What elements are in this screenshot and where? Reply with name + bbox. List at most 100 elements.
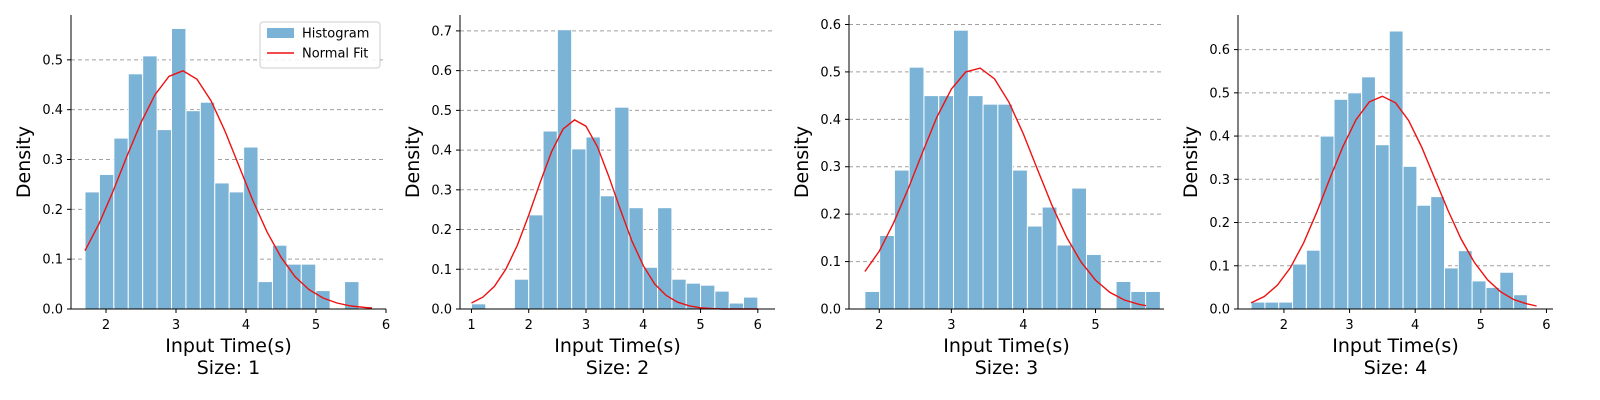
y-tick-label: 0.4: [42, 103, 63, 118]
y-tick-label: 0.0: [1209, 303, 1230, 318]
histogram-bar: [599, 195, 616, 310]
y-tick-label: 0.2: [431, 223, 452, 238]
x-axis-label: Input Time(s): [165, 335, 291, 357]
histogram-bar: [1457, 250, 1473, 310]
histogram-bar: [1374, 144, 1390, 310]
x-tick-label: 2: [1280, 318, 1288, 333]
normal-fit-line: [1250, 95, 1537, 307]
histogram-bar: [1305, 249, 1321, 310]
y-tick-label: 0.2: [42, 203, 63, 218]
panel-1: 0.0 0.1 0.2 0.3 0.4 0.5 2 3 4 5 6 Input Time(s)Size…: [13, 15, 390, 379]
y-axis-label: Density: [791, 126, 813, 198]
histogram-bar: [470, 303, 487, 310]
histogram-bar: [1471, 280, 1487, 310]
y-tick-label: 0.2: [1209, 216, 1230, 231]
legend-histogram-swatch: [267, 28, 294, 38]
histogram-bar: [1416, 204, 1432, 310]
y-tick-label: 0.4: [1209, 130, 1230, 145]
histogram-bar: [728, 302, 745, 310]
y-tick-label: 0.5: [42, 53, 63, 68]
histogram-bar: [923, 95, 940, 310]
histogram-bar: [1026, 225, 1043, 310]
y-tick-label: 0.2: [820, 208, 841, 223]
y-tick-label: 0.3: [42, 153, 63, 168]
x-tick-label: 4: [1019, 318, 1027, 333]
histogram-bar: [286, 263, 302, 310]
histogram-bar: [614, 106, 630, 310]
histogram-bar: [1347, 92, 1363, 310]
histogram-bar: [199, 101, 216, 310]
x-tick-label: 3: [1345, 318, 1353, 333]
x-axis-label: Input Time(s): [943, 335, 1069, 357]
x-tick-label: 4: [1411, 318, 1419, 333]
histogram-bar: [1250, 301, 1266, 310]
x-tick-label: 2: [102, 318, 110, 333]
y-tick-label: 0.1: [1209, 259, 1230, 274]
x-tick-label: 4: [242, 318, 250, 333]
y-tick-label: 0.6: [1209, 43, 1230, 58]
histogram-bar: [1145, 290, 1161, 310]
x-tick-label: 3: [947, 318, 955, 333]
histogram-bar: [743, 296, 759, 310]
y-tick-label: 0.5: [820, 65, 841, 80]
y-tick-label: 0.3: [1209, 173, 1230, 188]
x-tick-label: 5: [1091, 318, 1099, 333]
histogram-bar: [1499, 271, 1515, 310]
x-tick-label: 3: [582, 318, 590, 333]
histogram-bar: [127, 73, 144, 310]
histogram-bar: [1444, 267, 1459, 310]
legend-histogram-label: Histogram: [302, 27, 369, 42]
panel-title: Size: 2: [586, 357, 650, 379]
x-tick-label: 2: [525, 318, 533, 333]
histogram-bar: [1056, 244, 1073, 310]
histogram-bar: [1278, 301, 1294, 310]
histogram-bar: [628, 207, 644, 310]
histogram-bar: [243, 146, 259, 310]
histogram-bar: [997, 103, 1014, 310]
histogram-bar: [967, 95, 984, 310]
x-tick-label: 3: [172, 318, 180, 333]
y-axis-label: Density: [13, 126, 35, 198]
histogram-bar: [542, 130, 558, 310]
y-tick-label: 0.5: [1209, 86, 1230, 101]
y-tick-label: 0.6: [820, 18, 841, 33]
histogram-bar: [228, 191, 245, 310]
panel-4: 0.0 0.1 0.2 0.3 0.4 0.5 0.6 2 3 4 5 6 Input Time(s)S…: [1180, 15, 1553, 379]
histogram-bar: [1012, 169, 1028, 310]
x-tick-label: 5: [1477, 318, 1485, 333]
normal-fit-line: [471, 119, 758, 310]
histogram-bar: [1086, 253, 1102, 310]
histogram-bar: [700, 284, 716, 310]
histogram-bar: [214, 182, 230, 310]
histogram-bar: [156, 129, 173, 310]
histogram-bar: [938, 95, 955, 310]
histogram-bar: [113, 137, 129, 310]
histogram-bar: [556, 29, 573, 310]
histogram-bar: [257, 281, 273, 310]
x-axis-label: Input Time(s): [554, 335, 680, 357]
histogram-bar: [185, 110, 201, 310]
y-tick-label: 0.1: [820, 255, 841, 270]
y-tick-label: 0.4: [431, 144, 452, 159]
y-tick-label: 0.0: [431, 303, 452, 318]
x-tick-label: 5: [312, 318, 320, 333]
y-tick-label: 0.3: [820, 160, 841, 175]
histogram-bar: [982, 103, 999, 310]
y-tick-label: 0.0: [42, 303, 63, 318]
histogram-bar: [864, 290, 881, 310]
histogram-bar: [1264, 301, 1280, 310]
panel-3: 0.0 0.1 0.2 0.3 0.4 0.5 0.6 2 3 4 5 Input Time(s)Si…: [791, 15, 1164, 379]
histogram-bar: [642, 266, 659, 310]
histogram-bar: [714, 290, 730, 310]
y-axis-label: Density: [1180, 126, 1202, 198]
histogram-bar: [1388, 30, 1404, 310]
histogram-bar: [1430, 196, 1446, 310]
histogram-bar: [908, 66, 925, 310]
panel-title: Size: 3: [975, 357, 1039, 379]
histogram-bar: [1130, 290, 1147, 310]
y-tick-label: 0.1: [431, 263, 452, 278]
x-tick-label: 6: [1542, 318, 1550, 333]
histogram-bar: [1402, 165, 1418, 310]
x-tick-label: 6: [382, 318, 390, 333]
